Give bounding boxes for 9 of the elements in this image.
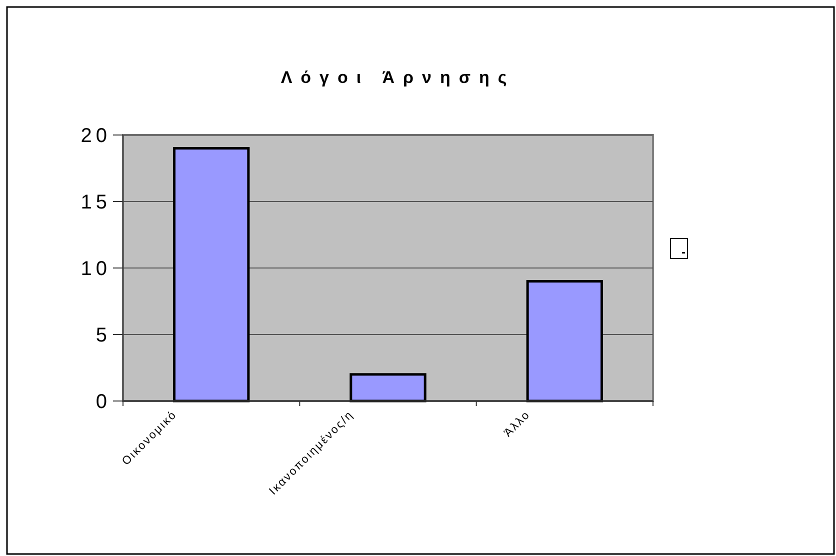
y-tick-label: 15 — [80, 192, 111, 214]
y-tick-label: 5 — [96, 324, 111, 346]
bar — [172, 147, 250, 402]
bar — [350, 373, 426, 402]
chart-title: Λόγοι Άρνησης — [280, 68, 516, 87]
y-tick-label: 0 — [96, 391, 111, 413]
y-tick-label: 20 — [80, 125, 111, 147]
bar — [526, 280, 604, 402]
y-tick-label: 10 — [80, 258, 111, 280]
